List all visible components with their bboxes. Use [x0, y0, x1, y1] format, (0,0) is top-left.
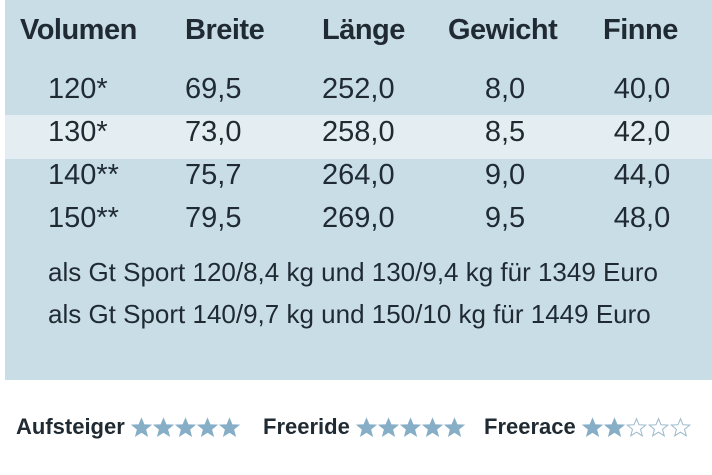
star-shape: [421, 416, 443, 437]
table-cell: 9,5: [484, 202, 526, 234]
column-header: Finne: [603, 14, 678, 46]
table-cell: 120*: [48, 73, 108, 105]
star-shape: [218, 416, 240, 437]
table-cell: 258,0: [322, 116, 395, 148]
row-highlight: [5, 115, 712, 159]
star-shape: [196, 416, 218, 437]
table-panel: [5, 0, 712, 380]
column-header: Breite: [185, 14, 265, 46]
table-cell: 69,5: [185, 73, 242, 105]
star-shape: [399, 416, 421, 437]
column-header: Länge: [322, 14, 405, 46]
column-header: Volumen: [20, 14, 137, 46]
star-shape: [603, 416, 625, 437]
price-note: als Gt Sport 140/9,7 kg und 150/10 kg fü…: [48, 299, 651, 329]
star-shape: [377, 416, 399, 437]
star-shape: [647, 416, 669, 437]
star-filled: [443, 416, 465, 437]
rating: Freeride: [263, 414, 466, 440]
star-row: [581, 416, 692, 438]
table-cell: 9,0: [484, 159, 526, 191]
star-shape: [130, 416, 152, 437]
star-empty: [625, 416, 647, 437]
star-filled: [581, 416, 603, 437]
table-cell: 44,0: [613, 159, 671, 191]
table-cell: 150**: [48, 202, 119, 234]
price-note: als Gt Sport 120/8,4 kg und 130/9,4 kg f…: [48, 257, 658, 287]
table-cell: 40,0: [613, 73, 671, 105]
table-cell: 73,0: [185, 116, 242, 148]
rating: Aufsteiger: [16, 414, 241, 440]
star-row: [130, 416, 241, 438]
star-filled: [355, 416, 377, 437]
star-shape: [355, 416, 377, 437]
star-shape: [581, 416, 603, 437]
column-header: Gewicht: [448, 14, 558, 46]
star-shape: [625, 416, 647, 437]
star-filled: [130, 416, 152, 437]
star-shape: [443, 416, 465, 437]
table-cell: 48,0: [613, 202, 671, 234]
table-cell: 264,0: [322, 159, 395, 191]
rating-label: Freerace: [484, 414, 576, 439]
table-cell: 269,0: [322, 202, 395, 234]
table-cell: 42,0: [613, 116, 671, 148]
star-shape: [669, 416, 691, 437]
star-filled: [603, 416, 625, 437]
star-shape: [152, 416, 174, 437]
table-cell: 8,5: [484, 116, 526, 148]
star-filled: [174, 416, 196, 437]
star-filled: [399, 416, 421, 437]
star-filled: [218, 416, 240, 437]
rating: Freerace: [484, 414, 692, 440]
star-empty: [647, 416, 669, 437]
star-filled: [377, 416, 399, 437]
star-filled: [152, 416, 174, 437]
star-filled: [196, 416, 218, 437]
star-filled: [421, 416, 443, 437]
star-empty: [669, 416, 691, 437]
rating-label: Aufsteiger: [16, 414, 125, 439]
table-cell: 8,0: [484, 73, 526, 105]
star-shape: [174, 416, 196, 437]
star-row: [355, 416, 466, 438]
table-cell: 130*: [48, 116, 108, 148]
table-cell: 79,5: [185, 202, 242, 234]
table-cell: 75,7: [185, 159, 242, 191]
table-cell: 252,0: [322, 73, 395, 105]
rating-label: Freeride: [263, 414, 350, 439]
table-cell: 140**: [48, 159, 119, 191]
